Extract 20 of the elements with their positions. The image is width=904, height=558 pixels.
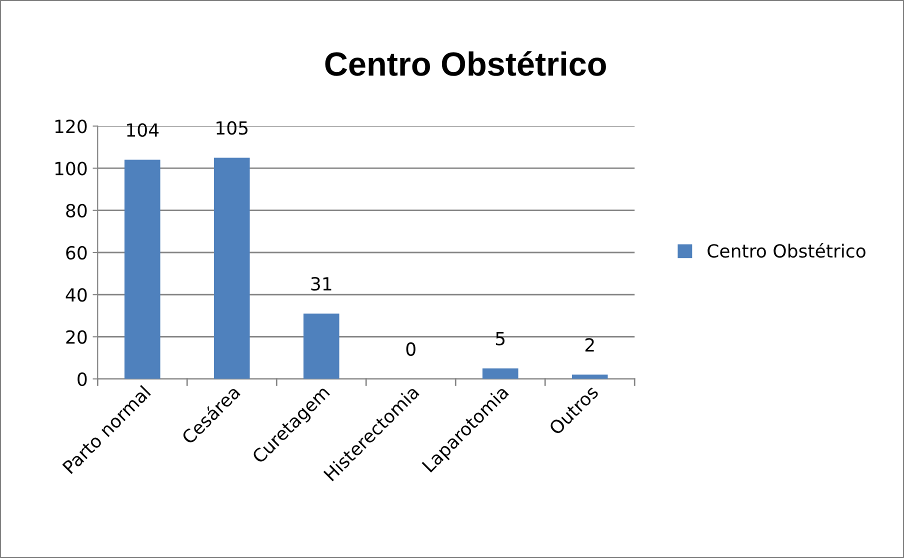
bar: [303, 314, 340, 379]
y-tick-label: 120: [55, 120, 87, 134]
bar: [214, 158, 250, 379]
y-tick-label: 60: [66, 246, 87, 260]
y-tick-label: 100: [55, 162, 87, 176]
y-tick-label: 40: [66, 288, 87, 302]
data-label: 5: [496, 332, 505, 346]
data-label: 2: [585, 338, 594, 352]
data-label: 0: [406, 342, 416, 356]
legend-label: Centro Obstétrico: [708, 243, 866, 258]
data-label: 105: [216, 121, 248, 135]
y-tick-label: 80: [66, 204, 87, 218]
data-label: 31: [311, 276, 332, 291]
chart-title: Centro Obstétrico: [325, 51, 606, 76]
bar: [482, 368, 518, 379]
bar: [124, 160, 160, 379]
y-tick-label: 0: [78, 372, 87, 386]
y-tick-label: 20: [66, 330, 87, 344]
data-label: 104: [127, 123, 159, 137]
bar: [572, 374, 608, 379]
